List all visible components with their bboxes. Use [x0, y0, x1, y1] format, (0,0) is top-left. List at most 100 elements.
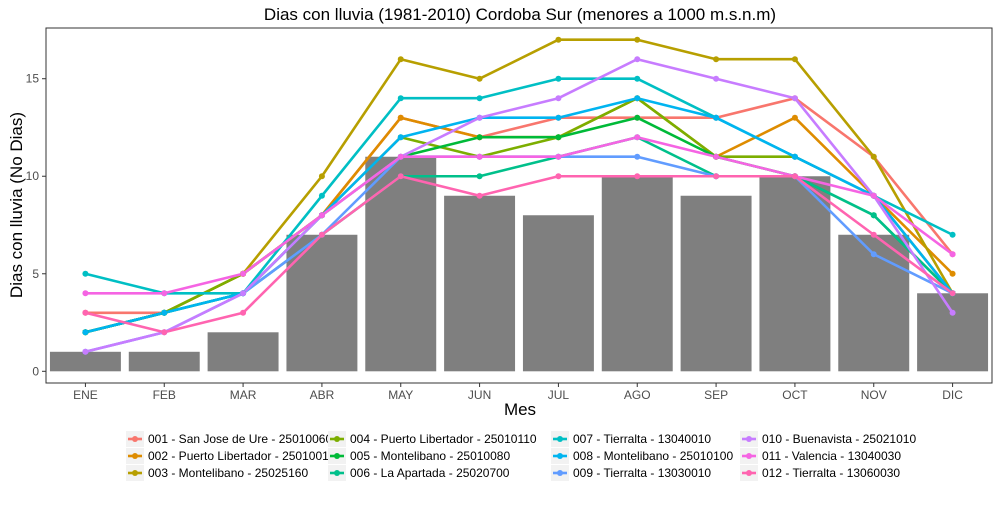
data-point [634, 36, 641, 43]
x-tick-label: JUL [548, 388, 570, 402]
legend: 001 - San Jose de Ure - 25010060 002 - Pu… [126, 431, 916, 481]
data-point [870, 231, 877, 238]
series-line [85, 96, 954, 334]
x-tick-label: FEB [153, 388, 176, 402]
legend-label: 004 - Puerto Libertador - 25010110 [350, 432, 537, 446]
data-point [555, 114, 562, 121]
legend-key-point [557, 470, 563, 476]
data-point [555, 75, 562, 82]
data-point [634, 153, 641, 160]
x-tick-label: MAR [230, 388, 257, 402]
data-point [82, 329, 89, 336]
bar [838, 234, 910, 372]
bar [286, 234, 358, 372]
y-tick-label: 5 [32, 267, 39, 281]
data-point [476, 75, 483, 82]
x-tick-label: NOV [861, 388, 887, 402]
data-point [634, 75, 641, 82]
legend-key-point [132, 453, 138, 459]
legend-key-point [746, 453, 752, 459]
bar [917, 293, 989, 372]
data-point [318, 231, 325, 238]
series-line [85, 135, 954, 295]
data-point [555, 36, 562, 43]
data-point [870, 212, 877, 219]
x-tick-label: ENE [73, 388, 98, 402]
x-tick-label: AGO [624, 388, 651, 402]
data-point [634, 134, 641, 141]
data-point [870, 153, 877, 160]
bar [444, 195, 516, 372]
data-point [240, 290, 247, 297]
data-point [555, 95, 562, 102]
data-point [397, 56, 404, 63]
legend-key-point [557, 436, 563, 442]
data-point [240, 270, 247, 277]
legend-label: 012 - Tierralta - 13060030 [762, 466, 900, 480]
data-point [555, 134, 562, 141]
data-point [713, 75, 720, 82]
data-point [476, 153, 483, 160]
y-tick-label: 0 [32, 364, 39, 378]
data-point [476, 95, 483, 102]
data-point [634, 173, 641, 180]
legend-key-point [557, 453, 563, 459]
data-point [161, 329, 168, 336]
legend-label: 006 - La Apartada - 25020700 [350, 466, 510, 480]
x-tick-label: JUN [468, 388, 491, 402]
series-lines-layer [85, 38, 954, 354]
data-point [791, 56, 798, 63]
legend-key-point [132, 436, 138, 442]
y-axis-title: Dias con lluvia (No Dias) [7, 112, 26, 298]
legend-label: 003 - Montelibano - 25025160 [148, 466, 308, 480]
chart-title: Dias con lluvia (1981-2010) Cordoba Sur … [264, 5, 776, 24]
bar [680, 195, 752, 372]
legend-label: 001 - San Jose de Ure - 25010060 [148, 432, 332, 446]
legend-key-point [334, 436, 340, 442]
data-point [476, 192, 483, 199]
legend-key-point [132, 470, 138, 476]
data-point [949, 309, 956, 316]
data-point [82, 270, 89, 277]
data-point [82, 348, 89, 355]
data-point [634, 95, 641, 102]
data-point [318, 173, 325, 180]
legend-key-point [746, 436, 752, 442]
data-point [82, 290, 89, 297]
data-point [397, 173, 404, 180]
legend-label: 010 - Buenavista - 25021010 [762, 432, 916, 446]
legend-label: 005 - Montelibano - 25010080 [350, 449, 510, 463]
data-point [949, 290, 956, 297]
x-tick-label: ABR [310, 388, 335, 402]
data-point [555, 153, 562, 160]
data-point [397, 153, 404, 160]
legend-label: 011 - Valencia - 13040030 [762, 449, 901, 463]
data-point [870, 192, 877, 199]
data-point [634, 114, 641, 121]
y-tick-label: 15 [26, 72, 40, 86]
x-tick-label: OCT [782, 388, 808, 402]
bar [601, 176, 673, 372]
x-tick-label: SEP [704, 388, 728, 402]
x-axis: ENE FEB MAR ABR MAY JUN JUL AGO SEP OCT NOV DIC [73, 383, 963, 402]
data-point [82, 309, 89, 316]
data-point [791, 153, 798, 160]
data-point [634, 56, 641, 63]
data-point [949, 251, 956, 258]
data-point [713, 56, 720, 63]
x-axis-title: Mes [504, 400, 536, 419]
data-point [713, 153, 720, 160]
legend-label: 002 - Puerto Libertador - 25010010 [148, 449, 336, 463]
data-point [397, 134, 404, 141]
bar [128, 351, 200, 372]
series-line [85, 57, 954, 354]
legend-key-point [334, 453, 340, 459]
data-point [713, 114, 720, 121]
data-point [318, 212, 325, 219]
bar [365, 156, 437, 372]
data-point [949, 231, 956, 238]
data-point [476, 114, 483, 121]
data-point [791, 95, 798, 102]
x-tick-label: DIC [942, 388, 963, 402]
